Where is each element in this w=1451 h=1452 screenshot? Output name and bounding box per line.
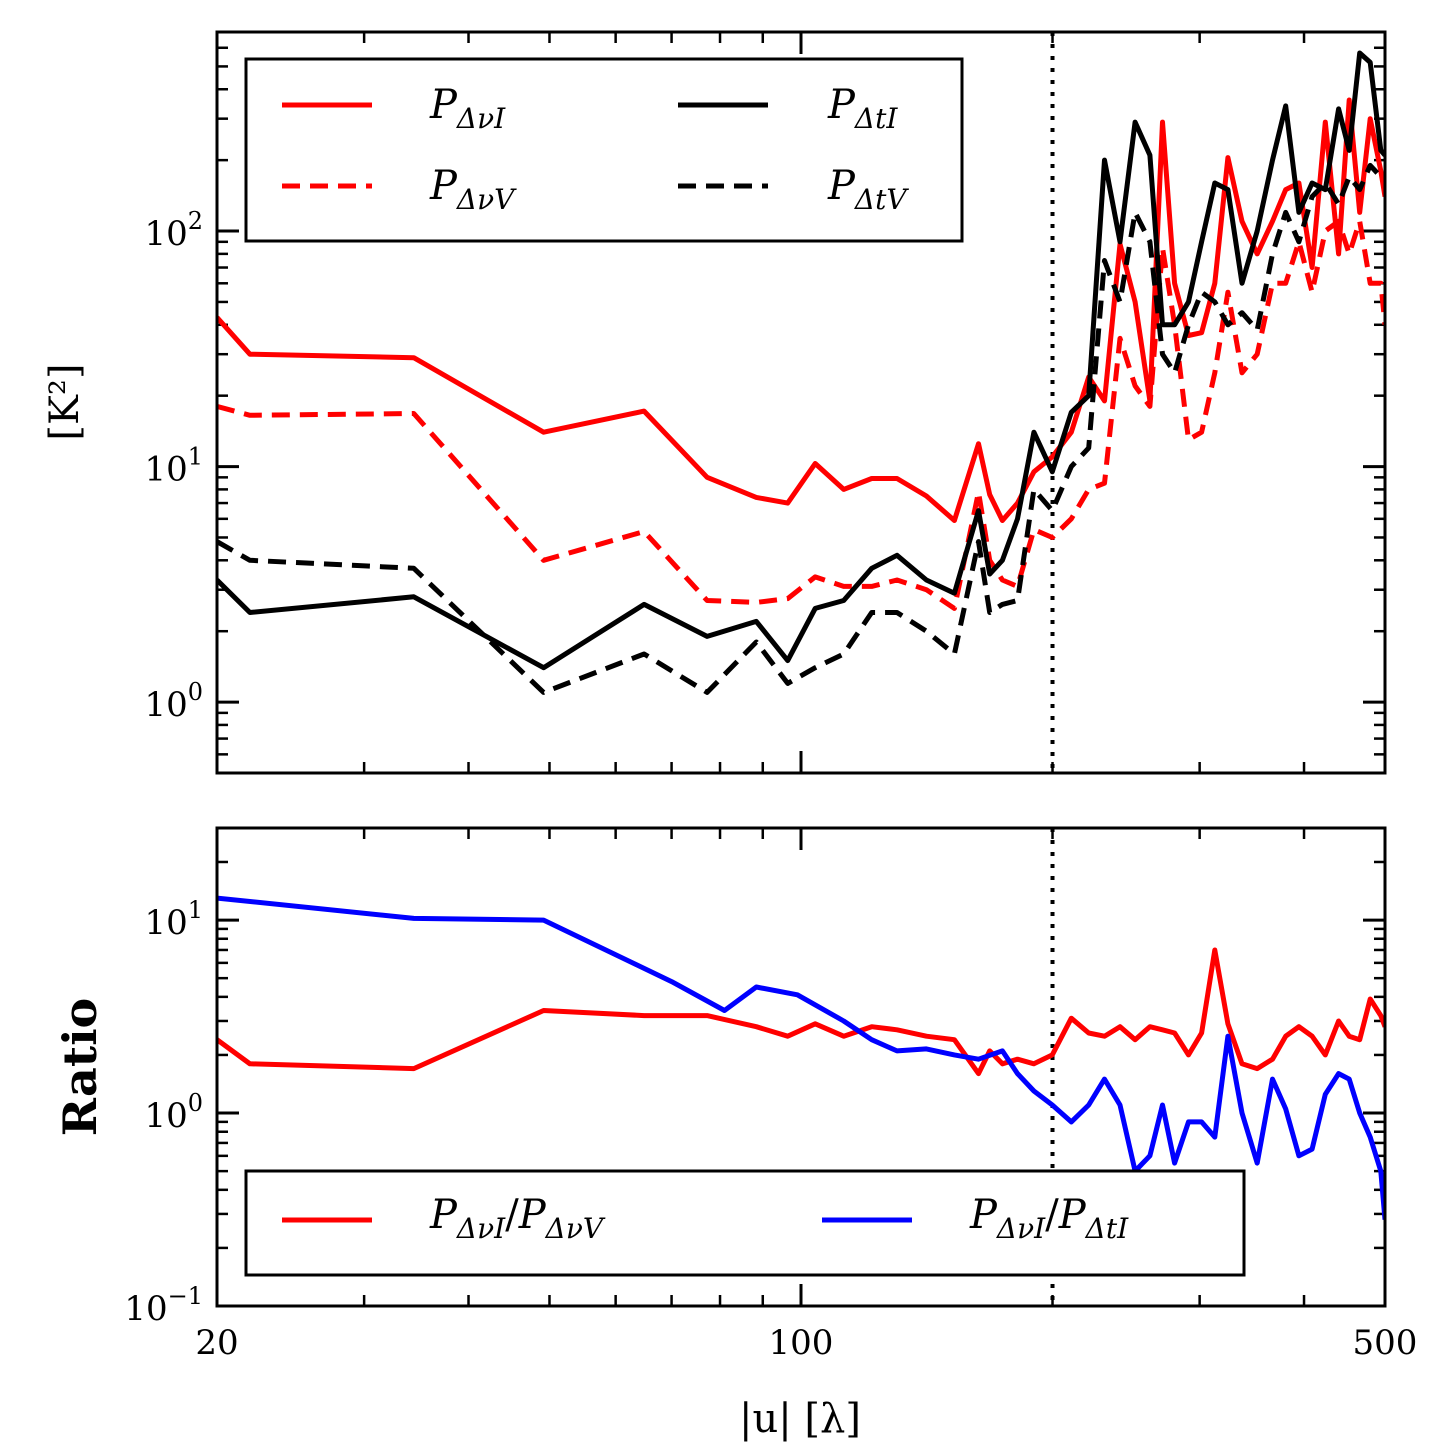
series-line-p-i [217, 97, 1385, 523]
top-panel: 100 101 102 [K²] PΔνI PΔνV PΔtI PΔtV [42, 30, 1387, 775]
y-tick-label: 100 [144, 1089, 203, 1136]
bottom-frame [215, 826, 1387, 1308]
legend-label: PΔνV [429, 163, 517, 216]
x-tick-label: 100 [769, 1323, 834, 1363]
top-legend-box [244, 57, 964, 243]
bottom-legend: PΔνI/PΔνV PΔνI/PΔtI [244, 1169, 1246, 1277]
legend-label: PΔνI/PΔνV [429, 1192, 606, 1245]
legend-label: PΔνI [429, 82, 506, 135]
top-legend: PΔνI PΔνV PΔtI PΔtV [244, 57, 964, 243]
bottom-legend-box [244, 1169, 1246, 1277]
x-tick-label: 20 [195, 1323, 238, 1363]
series-line-p-i-p-ti [217, 895, 1385, 1220]
legend-label: PΔνI/PΔtI [969, 1192, 1129, 1245]
y-tick-label: 100 [144, 678, 203, 725]
legend-entry-ratio-freq: PΔνI/PΔνV [282, 1192, 606, 1245]
top-ytick-labels: 100 101 102 [144, 207, 203, 725]
x-axis-label: |u| [λ] [739, 1396, 861, 1442]
series-line-p-tv [217, 162, 1385, 695]
legend-label: PΔtV [827, 163, 909, 216]
x-tick-labels: 20 100 500 [195, 1323, 1417, 1363]
legend-entry-p-dt-i: PΔtI [678, 82, 898, 135]
top-y-axis-label: [K²] [42, 363, 88, 440]
legend-entry-ratio-time: PΔνI/PΔtI [822, 1192, 1129, 1245]
bottom-series-group [217, 895, 1385, 1220]
top-frame [215, 30, 1387, 775]
x-tick-label: 500 [1353, 1323, 1418, 1363]
y-tick-label: 101 [144, 896, 203, 943]
series-line-p-i-p-v [217, 947, 1385, 1077]
legend-label: PΔtI [827, 82, 898, 135]
legend-entry-p-dt-v: PΔtV [678, 163, 909, 216]
legend-entry-p-dnu-i: PΔνI [282, 82, 506, 135]
y-tick-label: 10−1 [124, 1282, 203, 1329]
bottom-y-axis-label: Ratio [53, 998, 107, 1137]
series-line-p-ti [217, 50, 1385, 671]
series-line-p-v [217, 218, 1385, 611]
y-tick-label: 102 [144, 207, 203, 254]
legend-entry-p-dnu-v: PΔνV [282, 163, 517, 216]
bottom-panel: 10−1 100 101 20 100 500 Ratio |u| [λ] PΔνI/P… [53, 826, 1417, 1442]
y-tick-label: 101 [144, 443, 203, 490]
top-series-group [217, 50, 1385, 695]
bottom-ytick-labels: 10−1 100 101 [124, 896, 203, 1329]
